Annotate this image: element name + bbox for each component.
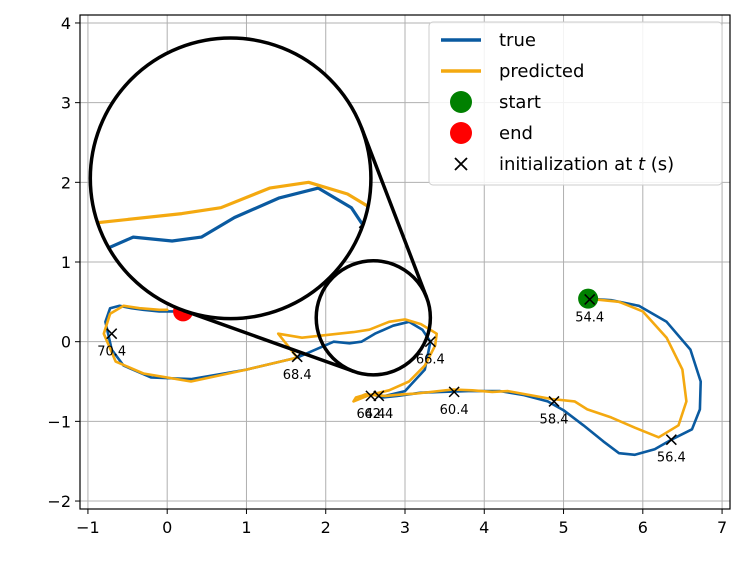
- y-tick-label: 2: [61, 173, 71, 192]
- legend-label: start: [499, 92, 541, 113]
- legend-swatch-start: [450, 91, 472, 113]
- y-tick-label: 1: [61, 253, 71, 272]
- init-marker: [365, 390, 377, 402]
- y-tick-label: 4: [61, 14, 71, 33]
- y-tick-label: −1: [47, 412, 71, 431]
- init-marker: [373, 390, 385, 402]
- init-time-label: 70.4: [97, 345, 126, 360]
- legend: true predicted start end initialization at t…: [428, 21, 723, 186]
- zoom-circle: [88, 36, 373, 321]
- init-time-label: 66.4: [416, 353, 445, 368]
- y-tick-label: 3: [61, 94, 71, 113]
- zoom-inset: [33, 36, 747, 377]
- init-time-label: 56.4: [657, 451, 686, 466]
- init-marker: [448, 386, 460, 398]
- x-tick-label: 0: [162, 518, 172, 537]
- zoom-connector-2: [359, 127, 429, 298]
- legend-box: [428, 21, 723, 186]
- legend-label: initialization at t (s): [499, 154, 674, 175]
- x-tick-label: 3: [400, 518, 410, 537]
- init-marker: [665, 434, 677, 446]
- init-time-label: 68.4: [283, 368, 312, 383]
- zoom-source-circle: [314, 258, 433, 377]
- init-time-label: 58.4: [540, 412, 569, 427]
- init-marker: [106, 328, 118, 340]
- init-time-label: 54.4: [575, 310, 604, 325]
- zoom-circle-fill: [90, 38, 371, 319]
- series-predicted: [102, 297, 688, 439]
- init-marker: [584, 293, 596, 305]
- x-tick-label: 4: [479, 518, 489, 537]
- legend-label: predicted: [499, 61, 584, 82]
- x-tick-label: −1: [76, 518, 100, 537]
- x-tick-label: 6: [638, 518, 648, 537]
- x-tick-label: 1: [241, 518, 251, 537]
- x-tick-label: 2: [321, 518, 331, 537]
- init-time-label: 64.4: [356, 407, 385, 422]
- y-tick-label: 0: [61, 333, 71, 352]
- zoom-connector-1: [182, 308, 355, 374]
- init-marker: [548, 395, 560, 407]
- legend-label: true: [499, 30, 536, 51]
- init-marker-zoomed: [33, 263, 55, 285]
- x-tick-label: 7: [717, 518, 727, 537]
- legend-swatch-end: [450, 122, 472, 144]
- x-tick-label: 5: [558, 518, 568, 537]
- start-marker-zoomed: [737, 109, 747, 153]
- legend-label: end: [499, 123, 533, 144]
- legend-swatch-initialization: [454, 157, 468, 171]
- y-tick-label: −2: [47, 492, 71, 511]
- init-time-label: 60.4: [440, 403, 469, 418]
- init-time-label: 62.4: [364, 407, 393, 422]
- axis-ticks: −1 0 1 2 3 4 5 6 7 −2 −1 0 1 2 3 4: [47, 14, 727, 537]
